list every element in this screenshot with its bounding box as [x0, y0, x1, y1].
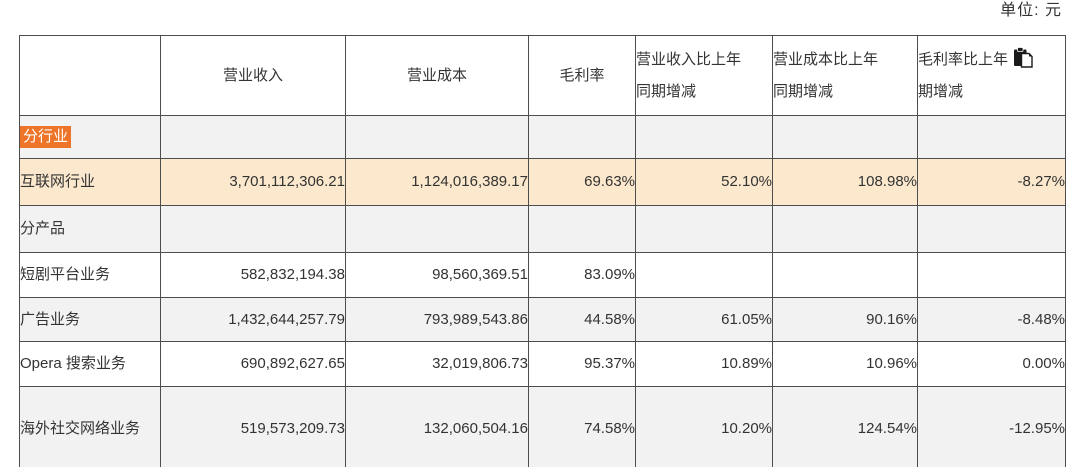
value-cell: 132,060,504.16 — [345, 386, 529, 467]
value-cell — [160, 205, 346, 253]
value-cell: -8.27% — [917, 158, 1066, 206]
value-cell: 519,573,209.73 — [160, 386, 346, 467]
value-cell: 44.58% — [528, 297, 636, 342]
value-cell: 95.37% — [528, 341, 636, 387]
value-cell: -8.48% — [917, 297, 1066, 342]
value-cell: 3,701,112,306.21 — [160, 158, 346, 206]
header-text: 营业成本比上年 — [773, 50, 879, 68]
row-label-cell: 海外社交网络业务 — [19, 386, 161, 467]
value-cell: 90.16% — [772, 297, 918, 342]
value-cell: 1,124,016,389.17 — [345, 158, 529, 206]
clipboard-paste-icon[interactable] — [1013, 46, 1033, 68]
table-row: 分行业 — [19, 115, 1066, 159]
value-cell — [528, 115, 636, 159]
value-cell: 10.20% — [635, 386, 773, 467]
row-label: Opera 搜索业务 — [20, 355, 126, 372]
header-cell — [19, 35, 161, 116]
value-cell: 1,432,644,257.79 — [160, 297, 346, 342]
header-cell: 毛利率 — [528, 35, 636, 116]
value-cell: 124.54% — [772, 386, 918, 467]
value-cell: -12.95% — [917, 386, 1066, 467]
row-label-highlighted: 分行业 — [20, 126, 72, 148]
header-cell: 营业成本 — [345, 35, 529, 116]
header-cell: 营业成本比上年 同期增减 — [772, 35, 918, 116]
value-cell: 690,892,627.65 — [160, 341, 346, 387]
value-cell: 83.09% — [528, 252, 636, 298]
row-label: 海外社交网络业务 — [20, 419, 141, 437]
value-cell: 61.05% — [635, 297, 773, 342]
value-cell: 582,832,194.38 — [160, 252, 346, 298]
header-text: 营业成本 — [406, 66, 467, 84]
row-label: 短剧平台业务 — [20, 266, 111, 283]
header-text: 营业收入 — [222, 66, 283, 84]
row-label-cell: 分行业 — [19, 115, 161, 159]
table-row: 广告业务 1,432,644,257.79 793,989,543.86 44.58%… — [19, 297, 1066, 342]
row-label-cell: 广告业务 — [19, 297, 161, 342]
value-cell: 69.63% — [528, 158, 636, 206]
value-cell: 98,560,369.51 — [345, 252, 529, 298]
header-cell: 毛利率比上年 期增减 — [917, 35, 1066, 116]
value-cell: 10.96% — [772, 341, 918, 387]
value-cell: 52.10% — [635, 158, 773, 206]
value-cell — [635, 115, 773, 159]
value-cell: 793,989,543.86 — [345, 297, 529, 342]
value-cell — [635, 252, 773, 298]
value-cell: 32,019,806.73 — [345, 341, 529, 387]
value-cell — [528, 205, 636, 253]
revenue-by-segment-table: 营业收入 营业成本 毛利率 营业收入比上年 同期增减 营业成本比上年 同期增减 毛利率比上年 … — [19, 35, 1066, 467]
value-cell — [772, 205, 918, 253]
value-cell: 0.00% — [917, 341, 1066, 387]
value-cell — [917, 115, 1066, 159]
row-label-cell: 短剧平台业务 — [19, 252, 161, 298]
value-cell: 74.58% — [528, 386, 636, 467]
value-cell: 108.98% — [772, 158, 918, 206]
value-cell — [772, 252, 918, 298]
row-label-cell: 分产品 — [19, 205, 161, 253]
value-cell — [917, 205, 1066, 253]
value-cell — [345, 205, 529, 253]
row-label: 分产品 — [20, 220, 66, 237]
row-label: 互联网行业 — [20, 173, 96, 190]
value-cell: 10.89% — [635, 341, 773, 387]
value-cell — [772, 115, 918, 159]
header-text: 营业收入比上年 — [636, 50, 742, 68]
table-row: Opera 搜索业务 690,892,627.65 32,019,806.73 95.… — [19, 341, 1066, 387]
value-cell — [635, 205, 773, 253]
header-text: 同期增减 — [773, 82, 834, 100]
row-label: 广告业务 — [20, 310, 81, 328]
header-text: 同期增减 — [636, 82, 697, 100]
table-row: 互联网行业 3,701,112,306.21 1,124,016,389.17 69.… — [19, 158, 1066, 206]
header-text: 期增减 — [918, 82, 964, 100]
table-header-row: 营业收入 营业成本 毛利率 营业收入比上年 同期增减 营业成本比上年 同期增减 毛利率比上年 … — [19, 35, 1066, 116]
header-cell: 营业收入 — [160, 35, 346, 116]
row-label-cell: 互联网行业 — [19, 158, 161, 206]
value-cell — [160, 115, 346, 159]
header-text: 毛利率 — [559, 66, 605, 84]
unit-label: 单位: 元 — [1000, 2, 1062, 19]
row-label-cell: Opera 搜索业务 — [19, 341, 161, 387]
value-cell — [917, 252, 1066, 298]
header-cell: 营业收入比上年 同期增减 — [635, 35, 773, 116]
table-row: 分产品 — [19, 205, 1066, 253]
value-cell — [345, 115, 529, 159]
table-row: 短剧平台业务 582,832,194.38 98,560,369.51 83.09% — [19, 252, 1066, 298]
table-row: 海外社交网络业务 519,573,209.73 132,060,504.16 74.5… — [19, 386, 1066, 467]
header-text: 毛利率比上年 — [918, 50, 1009, 68]
